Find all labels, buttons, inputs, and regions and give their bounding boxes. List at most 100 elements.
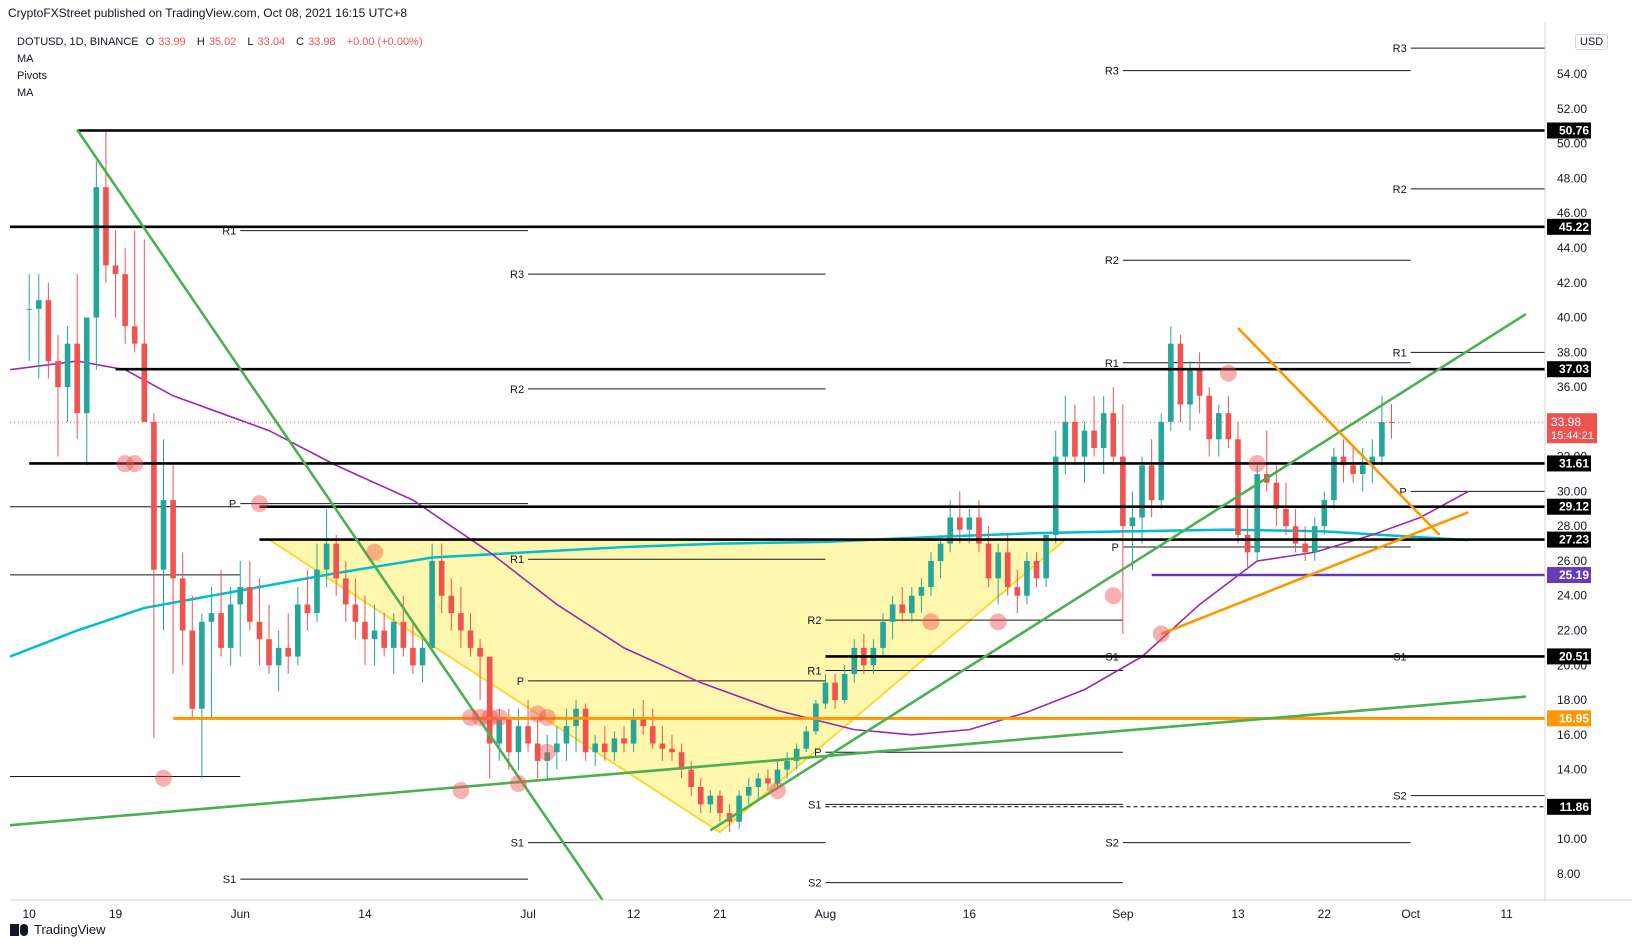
candle-body [563, 726, 570, 744]
level-price-label: 45.22 [1559, 220, 1589, 234]
candle [429, 543, 435, 648]
candle [275, 630, 282, 692]
candle-body [745, 786, 752, 796]
candle [295, 587, 301, 666]
candle [841, 665, 848, 704]
x-tick-label: Oct [1401, 907, 1420, 921]
candle [333, 534, 339, 596]
candle [880, 613, 886, 657]
candle-body [928, 560, 934, 588]
candle [160, 439, 167, 631]
y-tick-label: 28.00 [1557, 519, 1587, 533]
candle-body [1235, 439, 1241, 535]
candle [342, 560, 349, 622]
candle-body [170, 500, 176, 579]
candle-body [736, 795, 742, 822]
candle-body [1206, 395, 1213, 440]
candle [976, 500, 982, 553]
candle [179, 552, 186, 666]
pivot-label-s2: S2 [1105, 838, 1118, 850]
candle-body [247, 587, 253, 622]
candle-body [1177, 343, 1184, 405]
candle [928, 552, 934, 596]
level-price-label: 11.86 [1560, 800, 1590, 814]
candle [381, 613, 387, 657]
candle [1196, 352, 1203, 414]
touch-marker [509, 775, 527, 793]
candle [1302, 526, 1308, 561]
candle-body [477, 647, 483, 657]
candle [55, 334, 61, 457]
candle-body [199, 621, 205, 709]
candle-body [774, 769, 781, 784]
candle [554, 726, 560, 770]
pivot-label-r2: R2 [510, 384, 524, 396]
trendline-green [10, 695, 1526, 827]
candle-body [621, 738, 627, 744]
x-tick-label: 19 [109, 907, 123, 921]
trendline-green [76, 129, 605, 900]
candle-body [985, 543, 992, 579]
candle [448, 578, 455, 631]
candle [736, 790, 742, 829]
level-price-tag [1547, 798, 1591, 815]
touch-marker [1152, 625, 1170, 643]
candle-body [381, 630, 387, 648]
candle [256, 578, 263, 666]
y-tick-label: 40.00 [1557, 311, 1587, 325]
candle-body [1350, 465, 1356, 475]
candle [1254, 465, 1260, 561]
cup-triangle [265, 538, 1069, 834]
candle [362, 595, 368, 666]
candle-body [1043, 534, 1049, 579]
candle-body [45, 300, 52, 362]
pivot-label-p: P [229, 499, 236, 511]
candle-body [390, 621, 397, 648]
candle-body [1052, 456, 1059, 535]
y-tick-label: 18.00 [1557, 693, 1587, 707]
candle [1340, 439, 1347, 483]
touch-marker [250, 495, 268, 513]
candle-body [83, 317, 90, 414]
indicator-ma-2[interactable]: MA [17, 87, 34, 99]
indicator-pivots[interactable]: Pivots [17, 70, 47, 82]
candle-body [1014, 587, 1021, 596]
candle [1129, 491, 1136, 570]
candle [237, 560, 244, 657]
x-tick-label: Sep [1112, 907, 1134, 921]
candle [458, 587, 464, 648]
candle [1168, 326, 1174, 431]
x-tick-label: 10 [23, 907, 37, 921]
candle-body [1292, 526, 1299, 544]
candle [35, 274, 42, 379]
candle [266, 604, 272, 674]
candle-body [227, 604, 234, 648]
candle-body [64, 343, 71, 388]
indicator-ma-1[interactable]: MA [17, 53, 34, 65]
pivot-label-r2: R2 [1105, 255, 1119, 267]
touch-marker [538, 743, 556, 761]
candle-body [841, 673, 848, 701]
candle-body [630, 717, 637, 744]
candle-body [918, 587, 925, 596]
candle [1100, 395, 1107, 475]
candle-body [285, 647, 292, 657]
candle-body [1379, 422, 1385, 457]
y-tick-label: 52.00 [1557, 102, 1587, 116]
current-price-label: 33.98 [1551, 415, 1581, 429]
candle [678, 743, 685, 779]
y-tick-label: 14.00 [1557, 763, 1587, 777]
level-price-tag [1547, 710, 1591, 727]
x-tick-label: Aug [815, 907, 836, 921]
tradingview-logo[interactable]: TradingView [10, 922, 106, 937]
currency-button[interactable]: USD [1575, 34, 1609, 50]
candle [1187, 361, 1193, 431]
pivot-label-p: P [1112, 542, 1119, 554]
candle-body [256, 621, 263, 640]
candle-body [122, 274, 128, 327]
candle [314, 543, 320, 622]
candle-body [937, 543, 944, 561]
candle-body [55, 361, 61, 388]
y-tick-label: 16.00 [1557, 728, 1587, 742]
